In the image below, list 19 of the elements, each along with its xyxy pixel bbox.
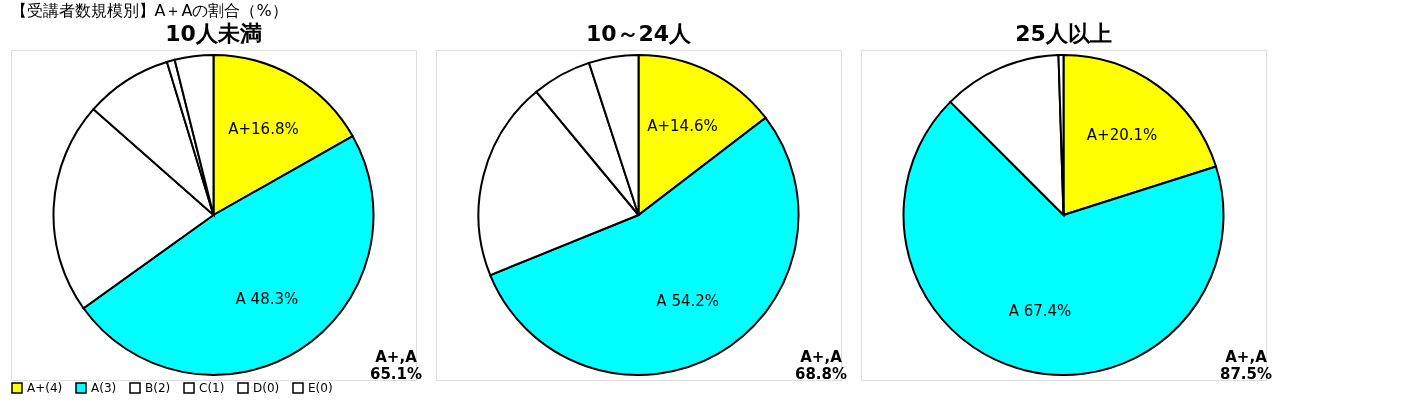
legend-label: B(2) xyxy=(145,381,171,395)
text: A+,A 68.8% xyxy=(794,348,848,383)
data-label: A+16.8% xyxy=(228,120,299,139)
text: A+,A 87.5% xyxy=(1219,348,1273,383)
text: 【受講者数規模別】A＋Aの割合（%） xyxy=(10,0,288,20)
legend-label: E(0) xyxy=(308,381,333,395)
text: A+,A 65.1% xyxy=(369,348,423,383)
chart-title: 25人以上 xyxy=(1015,21,1112,46)
legend-label: A+(4) xyxy=(27,381,63,395)
data-label: A 48.3% xyxy=(235,289,299,308)
data-label: A+20.1% xyxy=(1086,125,1158,144)
legend-label: C(1) xyxy=(199,381,225,395)
data-label: A 54.2% xyxy=(656,292,720,311)
data-label: A 67.4% xyxy=(1008,302,1072,321)
legend-label: D(0) xyxy=(253,381,280,395)
data-label: A+14.6% xyxy=(647,117,718,136)
chart-title: 10～24人 xyxy=(585,21,693,46)
chart-title: 10人未満 xyxy=(165,21,262,46)
legend-label: A(3) xyxy=(91,381,117,395)
